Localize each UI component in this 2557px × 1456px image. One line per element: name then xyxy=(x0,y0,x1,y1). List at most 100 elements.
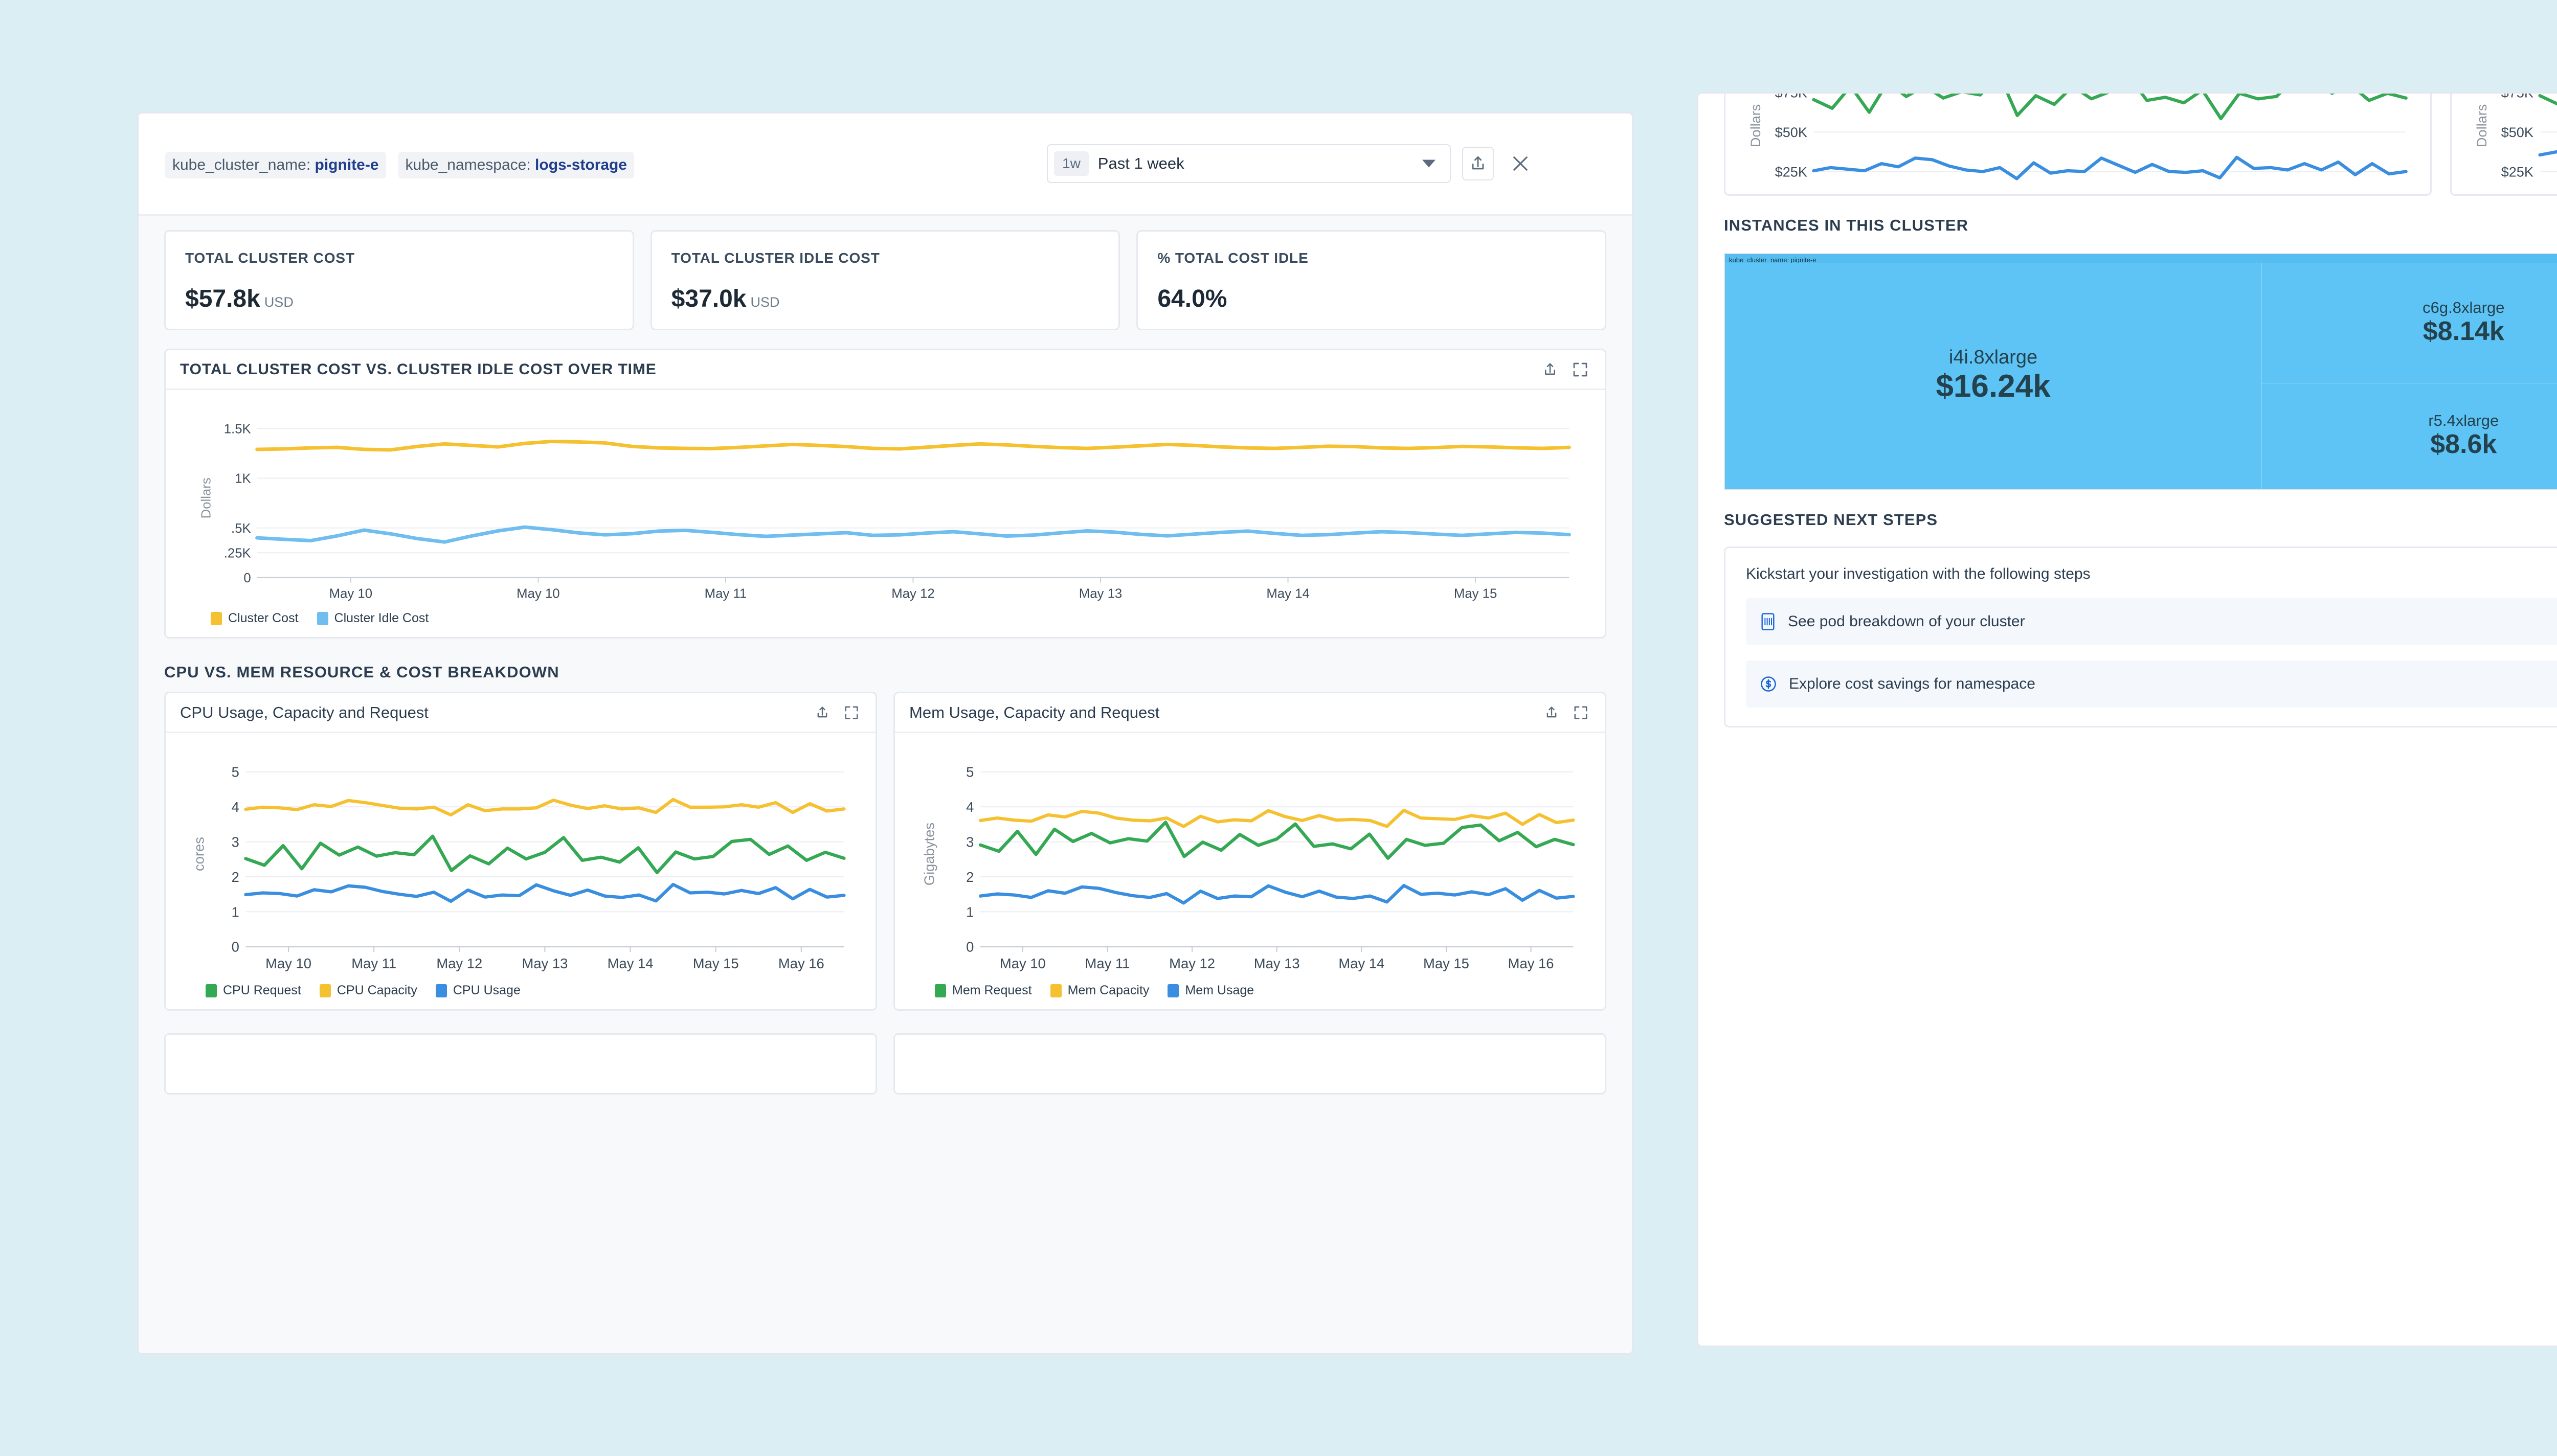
treemap-header: kube_cluster_name: pignite-e Total: $57.… xyxy=(1725,254,2557,265)
svg-text:May 16: May 16 xyxy=(1508,956,1554,971)
steps-intro: Kickstart your investigation with the fo… xyxy=(1746,565,2091,582)
mem-chart: 0 1 2 3 4 5 Gigabytes May 10 May 11 May 12 May 13 M… xyxy=(895,733,1605,1009)
mem-card: Mem Usage, Capacity and Request 0 1 2 3 4 5 Gi… xyxy=(893,692,1606,1011)
svg-text:5: 5 xyxy=(966,764,974,780)
expand-icon[interactable] xyxy=(844,705,859,720)
cpu-chart: 0 1 2 3 4 5 cores May 10 May 11 May 12 May 13 May 1… xyxy=(166,733,876,1009)
stat-unit: USD xyxy=(750,294,780,310)
cost-savings-icon xyxy=(1761,676,1776,692)
line-chart-svg: 0 1 2 3 4 5 Gigabytes May 10 May 11 May 12 May 13 M… xyxy=(921,764,1575,971)
svg-text:2: 2 xyxy=(232,869,239,885)
treemap-cell-name: r5.4xlarge xyxy=(2428,412,2499,430)
tag-key: kube_namespace: xyxy=(405,156,531,173)
stat-label: % TOTAL COST IDLE xyxy=(1157,250,1309,266)
stat-number: $37.0k xyxy=(671,285,747,312)
svg-text:Dollars: Dollars xyxy=(2474,104,2489,147)
suggested-steps-title: SUGGESTED NEXT STEPS xyxy=(1724,511,1938,529)
svg-text:$75K: $75K xyxy=(1775,92,1807,101)
svg-text:May 15: May 15 xyxy=(693,956,739,971)
legend-swatch xyxy=(435,984,447,997)
legend-label: Cluster Idle Cost xyxy=(334,611,429,626)
time-range-badge: 1w xyxy=(1054,151,1089,176)
legend-item[interactable]: Mem Usage xyxy=(1168,983,1254,998)
treemap-cell[interactable]: c6g.8xlarge $8.14k xyxy=(2262,263,2557,383)
svg-text:.25K: .25K xyxy=(224,546,251,560)
legend-label: Cluster Cost xyxy=(228,611,299,626)
export-icon[interactable] xyxy=(815,704,829,721)
export-icon xyxy=(1472,156,1484,170)
treemap-cell[interactable]: i4i.8xlarge $16.24k xyxy=(1725,263,2262,489)
legend-item[interactable]: CPU Request xyxy=(206,983,301,998)
close-icon xyxy=(1513,156,1528,171)
stat-total-cluster-idle-cost: TOTAL CLUSTER IDLE COST $37.0k USD xyxy=(650,230,1120,330)
legend-item[interactable]: Mem Capacity xyxy=(1050,983,1150,998)
treemap-cell-value: $8.14k xyxy=(2423,316,2504,346)
legend-item[interactable]: Mem Request xyxy=(935,983,1032,998)
legend-swatch xyxy=(317,611,328,625)
treemap-cell[interactable]: r5.4xlarge $8.6k xyxy=(2262,383,2557,489)
tag-value: logs-storage xyxy=(535,156,627,173)
legend-item[interactable]: CPU Usage xyxy=(435,983,521,998)
export-button[interactable] xyxy=(1462,147,1494,180)
filter-tag-cluster[interactable]: kube_cluster_name: pignite-e xyxy=(165,152,386,178)
legend-label: Mem Capacity xyxy=(1067,983,1150,998)
svg-text:.5K: .5K xyxy=(231,521,251,536)
svg-text:May 10: May 10 xyxy=(1000,956,1046,971)
cost-over-time-chart: 0 .25K .5K 1K 1.5K Dollars May 10 May 10 May 11 M… xyxy=(166,390,1605,637)
filter-tag-namespace[interactable]: kube_namespace: logs-storage xyxy=(398,152,635,178)
svg-text:1.5K: 1.5K xyxy=(224,422,251,436)
legend-item[interactable]: Cluster Idle Cost xyxy=(317,611,429,626)
svg-text:Gigabytes: Gigabytes xyxy=(921,823,937,885)
expand-icon[interactable] xyxy=(1572,361,1588,378)
stat-value: 64.0% xyxy=(1157,285,1585,313)
step-row[interactable]: Explore cost savings for namespace See R… xyxy=(1746,661,2557,708)
svg-text:0: 0 xyxy=(243,571,251,585)
step-row[interactable]: See pod breakdown of your cluster View i… xyxy=(1746,598,2557,645)
chevron-down-icon xyxy=(1422,160,1435,168)
svg-text:May 12: May 12 xyxy=(891,586,934,601)
instances-treemap[interactable]: kube_cluster_name: pignite-e Total: $57.… xyxy=(1724,253,2557,490)
svg-text:2: 2 xyxy=(966,869,974,885)
resource-cards: CPU Usage, Capacity and Request 0 1 2 3 4 5 co… xyxy=(164,692,1606,1011)
treemap-cell-name: i4i.8xlarge xyxy=(1948,346,2038,368)
svg-text:May 12: May 12 xyxy=(436,956,482,971)
expand-icon[interactable] xyxy=(1573,705,1588,720)
svg-text:May 10: May 10 xyxy=(517,586,559,601)
svg-text:$25K: $25K xyxy=(2501,164,2533,179)
time-range-select[interactable]: 1w Past 1 week xyxy=(1047,144,1451,183)
svg-text:May 11: May 11 xyxy=(351,956,396,971)
card-actions xyxy=(1544,704,1588,721)
svg-text:0: 0 xyxy=(232,939,239,955)
close-button[interactable] xyxy=(1505,148,1536,179)
legend-label: CPU Capacity xyxy=(337,983,417,998)
chart-area: 0 .25K .5K 1K 1.5K Dollars May 10 May 10 May 11 M… xyxy=(181,405,1589,608)
time-range-label: Past 1 week xyxy=(1097,154,1184,172)
export-icon[interactable] xyxy=(1544,704,1559,721)
svg-text:3: 3 xyxy=(232,834,239,850)
svg-text:0: 0 xyxy=(966,939,974,955)
legend-item[interactable]: Cluster Cost xyxy=(211,611,299,626)
card-title: Mem Usage, Capacity and Request xyxy=(909,703,1160,721)
legend-swatch xyxy=(1168,984,1179,997)
step-content: Explore cost savings for namespace xyxy=(1759,675,2035,693)
svg-text:$50K: $50K xyxy=(1775,124,1807,140)
stat-unit: USD xyxy=(264,294,294,310)
export-icon[interactable] xyxy=(1542,361,1558,378)
step-label: Explore cost savings for namespace xyxy=(1789,675,2035,692)
legend-item[interactable]: CPU Capacity xyxy=(319,983,417,998)
pod-breakdown-icon xyxy=(1761,613,1775,630)
legend-swatch xyxy=(211,611,222,625)
svg-text:1K: 1K xyxy=(235,472,251,486)
panel-header: kube_cluster_name: pignite-e kube_namesp… xyxy=(139,113,1632,216)
svg-text:$75K: $75K xyxy=(2501,92,2533,101)
tag-key: kube_cluster_name: xyxy=(172,156,311,173)
svg-text:cores: cores xyxy=(191,837,207,871)
legend-swatch xyxy=(935,984,946,997)
stat-percent-total-cost-idle: % TOTAL COST IDLE 64.0% xyxy=(1136,230,1607,330)
chart-legend: Cluster Cost Cluster Idle Cost xyxy=(181,608,1589,626)
legend-label: CPU Request xyxy=(223,983,301,998)
filter-tag-list: kube_cluster_name: pignite-e kube_namesp… xyxy=(165,152,635,178)
